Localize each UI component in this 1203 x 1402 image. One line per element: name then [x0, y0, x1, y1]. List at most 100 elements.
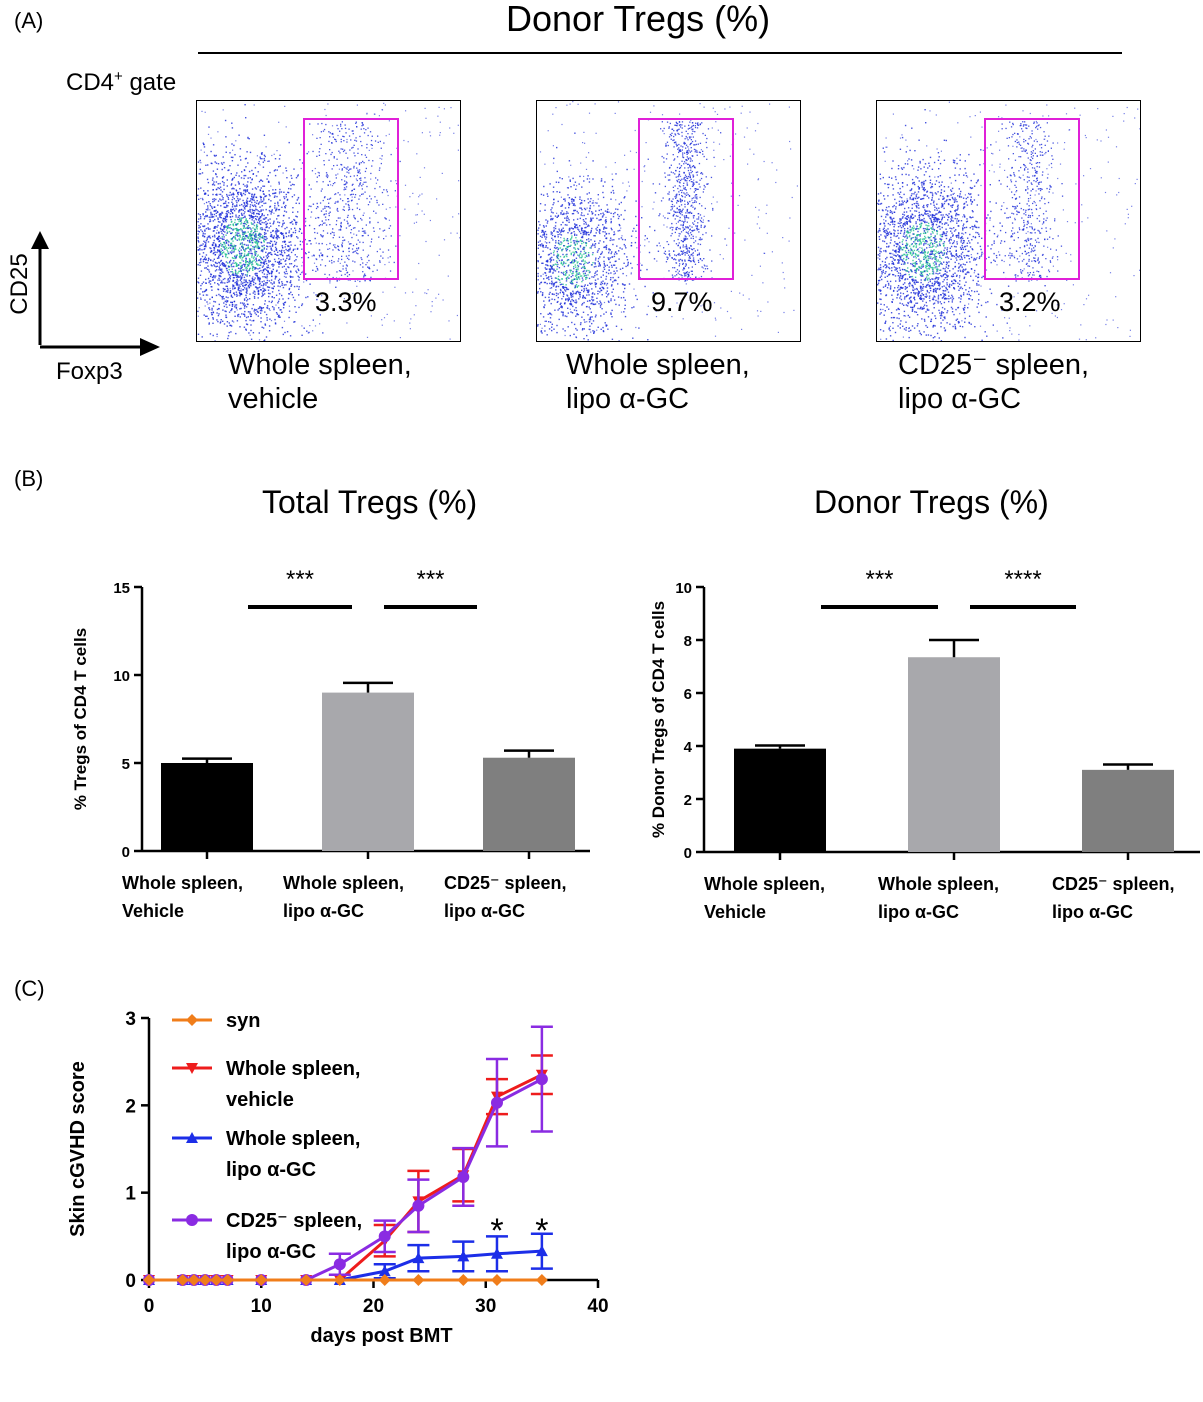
flow-event	[252, 266, 255, 268]
flow-event	[387, 257, 389, 259]
flow-event	[231, 308, 233, 311]
flow-event	[571, 213, 574, 215]
flow-event	[596, 301, 598, 303]
flow-event	[246, 227, 248, 229]
flow-event	[253, 259, 255, 261]
flow-event	[677, 148, 679, 150]
flow-event	[203, 218, 206, 220]
flow-event	[424, 292, 426, 294]
flow-event	[205, 227, 208, 230]
flow-event	[292, 231, 294, 234]
flow-event	[249, 209, 251, 211]
flow-event	[233, 198, 235, 200]
flow-event	[207, 241, 210, 243]
flow-event	[581, 212, 583, 214]
flow-event	[695, 122, 697, 124]
flow-event	[229, 247, 232, 249]
flow-event	[247, 254, 249, 256]
flow-event	[274, 192, 276, 194]
flow-event	[674, 185, 676, 187]
flow-event	[223, 161, 225, 164]
flow-event	[265, 239, 267, 241]
flow-event	[233, 321, 235, 323]
flow-event	[235, 254, 238, 257]
flow-event	[690, 136, 692, 138]
flow-event	[576, 226, 579, 228]
flow-event	[607, 208, 609, 211]
flow-event	[242, 192, 245, 195]
flow-event	[569, 292, 572, 294]
flow-event	[222, 246, 225, 248]
flow-event	[583, 247, 585, 249]
flow-event	[366, 147, 368, 149]
flow-event	[334, 202, 336, 204]
flow-event	[678, 185, 681, 187]
flow-event	[342, 268, 344, 270]
flow-event	[263, 268, 266, 270]
flow-event	[264, 217, 267, 219]
flow-event	[239, 256, 241, 258]
flow-event	[700, 217, 703, 219]
flow-event	[670, 171, 672, 173]
flow-event	[700, 172, 702, 175]
flow-event	[546, 268, 548, 270]
flow-event	[286, 249, 289, 252]
flow-event	[627, 264, 629, 267]
flow-event	[700, 221, 702, 223]
flow-event	[700, 226, 702, 228]
flow-event	[281, 249, 283, 252]
flow-event	[565, 284, 567, 286]
flow-event	[207, 194, 209, 196]
flow-event	[583, 241, 585, 244]
flow-event	[232, 280, 234, 282]
flow-event	[262, 327, 265, 329]
flow-event	[227, 198, 230, 200]
flow-event	[231, 215, 234, 218]
flow-event	[604, 220, 607, 222]
flow-event	[222, 290, 225, 292]
panel-a-letter: (A)	[14, 8, 44, 33]
flow-event	[560, 205, 562, 207]
flow-event	[675, 211, 677, 214]
flow-event	[293, 218, 295, 221]
flow-event	[257, 289, 260, 292]
flow-event	[250, 285, 252, 287]
flow-event	[578, 183, 580, 185]
flow-event	[238, 183, 240, 185]
flow-event	[288, 235, 290, 237]
flow-event	[260, 269, 262, 272]
flow-event	[315, 258, 317, 260]
flow-event	[572, 228, 574, 230]
flow-event	[380, 162, 382, 165]
flow-event	[557, 247, 560, 250]
flow-event	[272, 268, 274, 271]
flow-event	[373, 210, 375, 212]
flow-event	[256, 287, 258, 289]
flow-event	[601, 308, 603, 310]
flow-event	[219, 272, 221, 274]
flow-event	[270, 320, 273, 322]
flow-event	[239, 218, 241, 221]
flow-event	[239, 148, 242, 150]
flow-event	[205, 267, 207, 269]
flow-event	[295, 270, 297, 272]
flow-event	[653, 258, 656, 260]
flow-event	[594, 214, 597, 216]
flow-event	[207, 265, 209, 267]
flow-event	[237, 315, 239, 318]
flow-event	[379, 260, 381, 262]
flow-event	[354, 298, 356, 300]
flow-event	[243, 269, 245, 271]
flow-event	[698, 183, 700, 185]
flow-event	[252, 245, 254, 248]
flow-event	[224, 243, 226, 245]
flow-event	[549, 270, 551, 272]
flow-event	[294, 264, 296, 267]
flow-event	[562, 230, 564, 233]
flow-event	[201, 230, 204, 233]
flow-event	[209, 204, 212, 207]
flow-event	[654, 192, 657, 194]
flow-event	[544, 304, 546, 306]
flow-event	[559, 177, 561, 179]
flow-event	[243, 190, 245, 192]
